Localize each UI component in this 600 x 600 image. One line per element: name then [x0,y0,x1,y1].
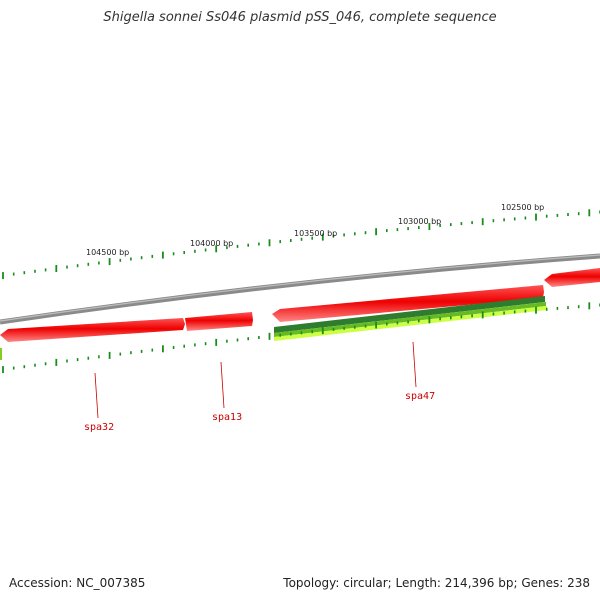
gene-label-spa47[interactable]: spa47 [405,391,435,402]
topology-summary: Topology: circular; Length: 214,396 bp; … [283,576,590,590]
gene-leader-line-spa32 [94,372,99,419]
backbone-track [0,253,600,325]
cds-forward-group [0,268,600,342]
gene-bar-left-fragment[interactable] [0,348,2,360]
cds-arrow[interactable] [185,312,253,331]
gene-leader-line-spa47 [412,341,417,388]
backbone-track-highlight [0,254,600,322]
upper-tick-track [2,209,600,280]
tick-label-104500: 104500 bp [86,248,129,257]
gene-bar-green[interactable] [274,302,546,337]
tick-label-103000: 103000 bp [398,217,441,226]
gene-bar-dark-green[interactable] [274,296,545,333]
gene-label-spa13[interactable]: spa13 [212,412,242,423]
cds-arrow[interactable] [272,285,544,322]
lower-tick-track [2,302,600,374]
gene-leader-line-spa13 [220,361,225,409]
tick-label-104000: 104000 bp [190,239,233,248]
gene-green-group [0,296,547,360]
tick-label-103500: 103500 bp [294,229,337,238]
cds-arrow[interactable] [544,268,600,287]
accession-text: Accession: NC_007385 [9,576,146,590]
map-title: Shigella sonnei Ss046 plasmid pSS_046, c… [103,10,497,25]
gene-label-spa32[interactable]: spa32 [84,422,114,433]
tick-label-102500: 102500 bp [501,203,544,212]
gene-bar-light-green[interactable] [274,306,547,341]
cds-arrow[interactable] [0,318,185,342]
